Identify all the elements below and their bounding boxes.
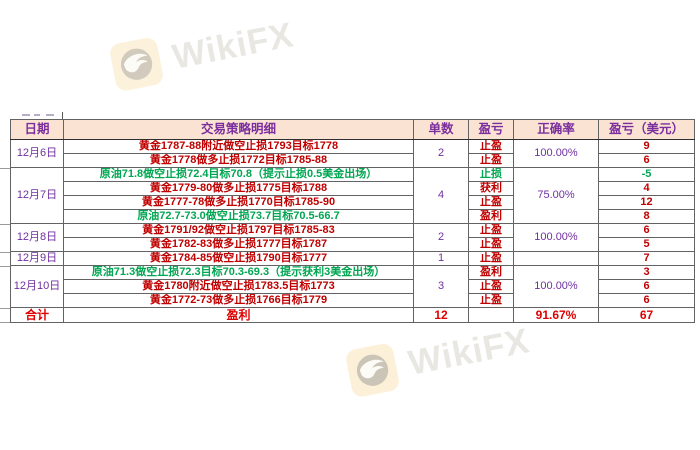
table-edge-fragment bbox=[0, 308, 10, 309]
accuracy-cell: 100.00% bbox=[513, 265, 599, 308]
strategy-cell: 原油72.7-73.0做空止损73.7目标70.5-66.7 bbox=[63, 209, 414, 224]
pnl-usd-cell: 4 bbox=[598, 181, 695, 196]
strategy-cell: 黄金1782-83做多止损1777目标1787 bbox=[63, 237, 414, 252]
result-cell: 止盈 bbox=[468, 153, 514, 168]
table-row: 12月7日 原油71.8做空止损72.4目标70.8（提示止损0.5美金出场） … bbox=[10, 167, 695, 224]
total-accuracy-cell: 91.67% bbox=[513, 307, 599, 323]
pnl-usd-cell: 8 bbox=[598, 209, 695, 224]
date-cell: 12月10日 bbox=[10, 265, 64, 308]
wikifx-logo-icon bbox=[346, 343, 399, 397]
header-accuracy: 正确率 bbox=[513, 119, 599, 140]
date-cell: 12月8日 bbox=[10, 223, 64, 252]
result-cell: 止盈 bbox=[468, 293, 514, 308]
table-row: 12月9日 黄金1784-85做空止损1790目标1777 1 止盈 7 bbox=[10, 251, 695, 266]
table-row: 12月10日 原油71.3做空止损72.3目标70.3-69.3（提示获利3美金… bbox=[10, 265, 695, 308]
strategy-cell: 原油71.8做空止损72.4目标70.8（提示止损0.5美金出场） bbox=[63, 167, 414, 182]
result-cell: 止盈 bbox=[468, 195, 514, 210]
cropped-row-remnant bbox=[22, 114, 30, 116]
total-label-cell: 合计 bbox=[10, 307, 64, 323]
orders-cell: 2 bbox=[413, 139, 469, 168]
total-pnl-cell bbox=[468, 307, 514, 323]
table-row: 原油72.7-73.0做空止损73.7目标70.5-66.7 盈利 8 bbox=[11, 209, 695, 224]
pnl-usd-cell: 6 bbox=[598, 293, 695, 308]
header-order-count: 单数 bbox=[413, 119, 469, 140]
result-cell: 盈利 bbox=[468, 265, 514, 280]
strategy-cell: 原油71.3做空止损72.3目标70.3-69.3（提示获利3美金出场） bbox=[63, 265, 414, 280]
orders-cell: 1 bbox=[413, 251, 469, 266]
strategy-cell: 黄金1778做多止损1772目标1785-88 bbox=[63, 153, 414, 168]
date-cell: 12月6日 bbox=[10, 139, 64, 168]
cropped-gridline-remnant bbox=[62, 112, 63, 119]
strategy-cell: 黄金1777-78做多止损1770目标1785-90 bbox=[63, 195, 414, 210]
strategy-cell: 黄金1791/92做空止损1797目标1785-83 bbox=[63, 223, 414, 238]
result-cell: 止盈 bbox=[468, 223, 514, 238]
orders-cell: 4 bbox=[413, 167, 469, 224]
accuracy-cell bbox=[513, 251, 599, 266]
total-result-text-cell: 盈利 bbox=[63, 307, 414, 323]
date-cell: 12月9日 bbox=[10, 251, 64, 266]
header-pnl: 盈亏 bbox=[468, 119, 514, 140]
wikifx-logo-icon bbox=[110, 37, 163, 91]
table-row: 黄金1778做多止损1772目标1785-88 止盈 6 bbox=[11, 153, 695, 168]
strategy-cell: 黄金1784-85做空止损1790目标1777 bbox=[63, 251, 414, 266]
cropped-row-remnant bbox=[34, 114, 40, 116]
table-edge-fragment bbox=[0, 224, 10, 225]
cropped-row-remnant bbox=[46, 114, 54, 116]
table-row: 黄金1772-73做多止损1766目标1779 止盈 6 bbox=[11, 293, 695, 308]
header-strategy-detail: 交易策略明细 bbox=[63, 119, 414, 140]
header-pnl-usd: 盈亏（美元） bbox=[598, 119, 695, 140]
pnl-usd-cell: 7 bbox=[598, 251, 695, 266]
pnl-usd-cell: 3 bbox=[598, 265, 695, 280]
result-cell: 止盈 bbox=[468, 251, 514, 266]
strategy-table: 日期 交易策略明细 单数 盈亏 正确率 盈亏（美元） 12月6日 黄金1787-… bbox=[10, 119, 695, 323]
header-date: 日期 bbox=[10, 119, 64, 140]
result-cell: 获利 bbox=[468, 181, 514, 196]
accuracy-cell: 100.00% bbox=[513, 139, 599, 168]
result-cell: 盈利 bbox=[468, 209, 514, 224]
result-cell: 止盈 bbox=[468, 139, 514, 154]
pnl-usd-cell: -5 bbox=[598, 167, 695, 182]
watermark-brand-text: WikiFX bbox=[169, 14, 297, 77]
watermark-top: WikiFX bbox=[107, 9, 298, 93]
total-row: 合计 盈利 12 91.67% 67 bbox=[10, 307, 695, 323]
table-row: 12月6日 黄金1787-88附近做空止损1793目标1778 2 止盈 100… bbox=[10, 139, 695, 168]
strategy-cell: 黄金1780附近做空止损1783.5目标1773 bbox=[63, 279, 414, 294]
result-cell: 止盈 bbox=[468, 279, 514, 294]
pnl-usd-cell: 12 bbox=[598, 195, 695, 210]
total-pnl-usd-cell: 67 bbox=[598, 307, 695, 323]
result-cell: 止盈 bbox=[468, 237, 514, 252]
watermark-bottom: WikiFX bbox=[343, 315, 534, 399]
total-orders-cell: 12 bbox=[413, 307, 469, 323]
table-header-row: 日期 交易策略明细 单数 盈亏 正确率 盈亏（美元） bbox=[10, 119, 695, 140]
strategy-cell: 黄金1787-88附近做空止损1793目标1778 bbox=[63, 139, 414, 154]
table-edge-fragment bbox=[0, 168, 10, 169]
orders-cell: 3 bbox=[413, 265, 469, 308]
table-row: 12月8日 黄金1791/92做空止损1797目标1785-83 2 止盈 10… bbox=[10, 223, 695, 252]
watermark-brand-text: WikiFX bbox=[405, 320, 533, 383]
pnl-usd-cell: 5 bbox=[598, 237, 695, 252]
pnl-usd-cell: 6 bbox=[598, 279, 695, 294]
pnl-usd-cell: 6 bbox=[598, 153, 695, 168]
strategy-cell: 黄金1779-80做多止损1775目标1788 bbox=[63, 181, 414, 196]
table-edge-fragment bbox=[0, 266, 10, 267]
pnl-usd-cell: 9 bbox=[598, 139, 695, 154]
pnl-usd-cell: 6 bbox=[598, 223, 695, 238]
table-edge-fragment bbox=[0, 252, 10, 253]
accuracy-cell: 100.00% bbox=[513, 223, 599, 252]
date-cell: 12月7日 bbox=[10, 167, 64, 224]
accuracy-cell: 75.00% bbox=[513, 167, 599, 224]
orders-cell: 2 bbox=[413, 223, 469, 252]
table-edge-fragment bbox=[0, 322, 10, 323]
strategy-cell: 黄金1772-73做多止损1766目标1779 bbox=[63, 293, 414, 308]
result-cell: 止损 bbox=[468, 167, 514, 182]
